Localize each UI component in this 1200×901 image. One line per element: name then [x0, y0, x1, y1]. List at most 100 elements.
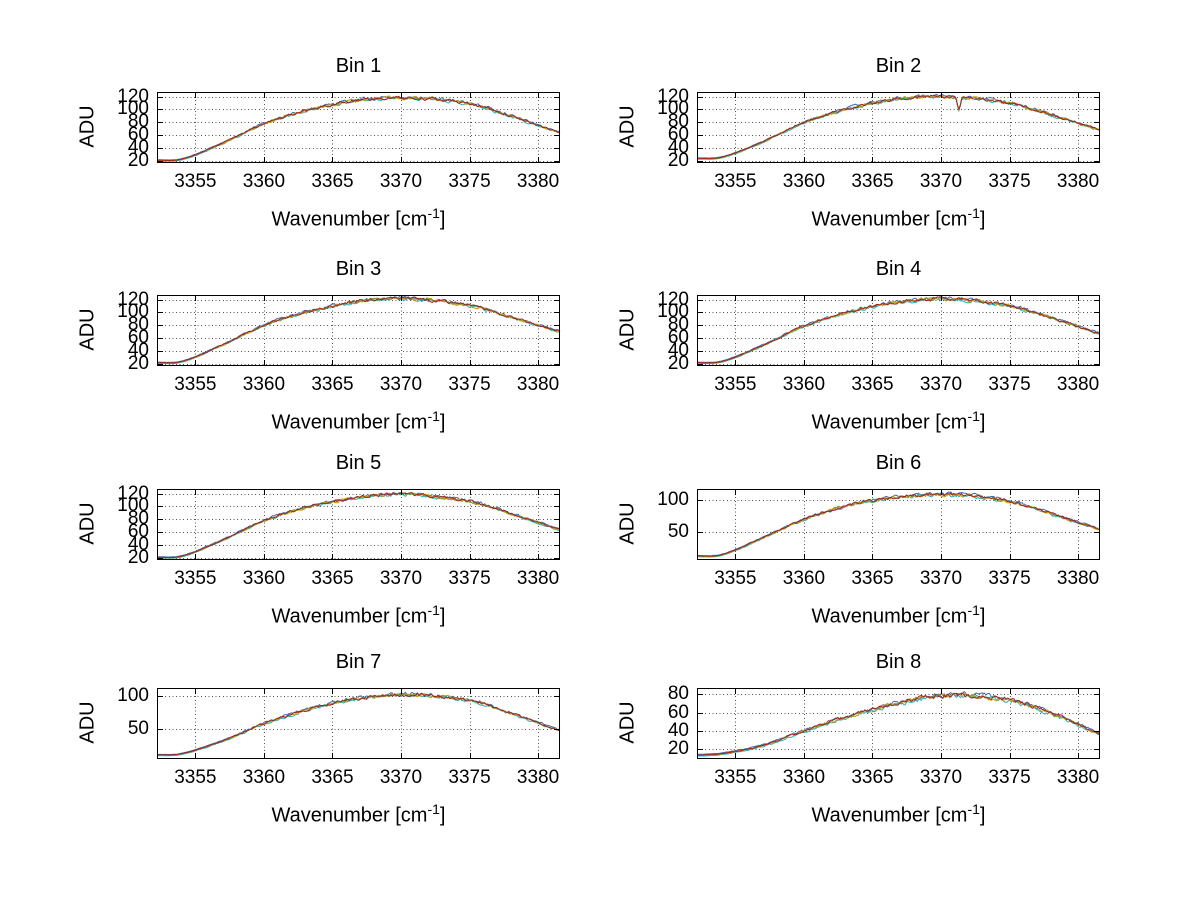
grid-lines: [158, 93, 559, 162]
x-axis-label: Wavenumber [cm-1]: [157, 801, 560, 828]
axis-frame: [157, 92, 560, 163]
spectrum-darkred: [157, 692, 561, 756]
x-axis-label-exponent: -1: [427, 408, 440, 424]
y-tick-label: 100: [117, 495, 149, 517]
grid-lines: [158, 296, 559, 365]
spectrum-cyan: [157, 96, 561, 162]
x-tick-label: 3355: [174, 171, 217, 192]
x-tick-label: 3380: [516, 568, 560, 589]
x-tick-label: 3375: [988, 171, 1031, 192]
y-tick-label: 80: [127, 314, 149, 336]
axis-box: [697, 92, 1100, 163]
x-tick-label: 3380: [1056, 568, 1100, 589]
x-tick-label: 3370: [919, 767, 963, 788]
y-tick-label: 50: [127, 717, 149, 739]
y-tick-label: 20: [127, 353, 149, 375]
x-axis-label-text: Wavenumber [cm: [271, 605, 428, 628]
axis-frame: [157, 489, 560, 560]
spectrum-cyan: [157, 296, 561, 365]
y-tick-label: 40: [127, 340, 149, 362]
spectrum-olive: [157, 692, 561, 756]
x-tick-label: 3370: [379, 767, 423, 788]
subplot-title: Bin 7: [335, 651, 382, 673]
x-tick-label: 3360: [782, 767, 826, 788]
x-axis-label-bracket: ]: [979, 411, 986, 434]
axis-frame: [697, 295, 1100, 366]
axis-frame: [697, 92, 1100, 163]
x-axis-label: Wavenumber [cm-1]: [697, 408, 1100, 435]
y-tick-label: 80: [127, 111, 149, 133]
spectrum-olive: [697, 296, 1101, 364]
y-tick-label: 40: [667, 340, 689, 362]
plot-area: [156, 294, 561, 366]
spectrum-olive: [156, 95, 561, 162]
x-tick-label: 3360: [242, 568, 286, 589]
spectrum-darkred: [156, 95, 561, 161]
spectrum-darkred: [696, 692, 1101, 756]
y-tick-label: 40: [667, 719, 689, 741]
x-tick-label: 3355: [714, 767, 757, 788]
x-axis-label-bracket: ]: [439, 605, 446, 628]
x-axis-label-exponent: -1: [427, 801, 440, 817]
x-tick-label: 3365: [311, 568, 354, 589]
x-axis-label-text: Wavenumber [cm: [811, 605, 968, 628]
plot-area: [696, 92, 1101, 163]
y-tick-label: 120: [117, 482, 149, 504]
spectrum-darkred: [157, 492, 561, 559]
y-tick-label: 40: [127, 534, 149, 556]
plot-area: [156, 92, 561, 163]
x-axis-label-bracket: ]: [979, 605, 986, 628]
y-tick-label: 120: [657, 288, 689, 310]
y-tick-label: 80: [667, 314, 689, 336]
spectrum-olive: [697, 492, 1101, 557]
subplot-title: Bin 5: [335, 452, 382, 474]
x-axis-label: Wavenumber [cm-1]: [157, 602, 560, 629]
x-tick-label: 3370: [379, 374, 423, 395]
spectrum-blue: [697, 296, 1101, 363]
x-tick-label: 3380: [1056, 374, 1100, 395]
x-axis-label-text: Wavenumber [cm: [271, 208, 428, 231]
spectrum-olive: [697, 94, 1101, 160]
axis-frame: [697, 489, 1100, 560]
y-tick-label: 80: [127, 508, 149, 530]
spectrum-blue: [696, 691, 1101, 755]
x-tick-label: 3365: [311, 171, 354, 192]
x-tick-label: 3355: [714, 374, 757, 395]
y-tick-label: 120: [117, 288, 149, 310]
x-axis-label-bracket: ]: [979, 208, 986, 231]
y-tick-label: 20: [127, 547, 149, 569]
x-axis-label-bracket: ]: [439, 208, 446, 231]
y-tick-label: 60: [127, 327, 149, 349]
x-tick-label: 3355: [714, 568, 757, 589]
y-tick-label: 100: [117, 98, 149, 120]
x-tick-label: 3375: [448, 374, 491, 395]
x-tick-label: 3375: [448, 568, 491, 589]
spectrum-blue: [156, 691, 561, 756]
y-tick-label: 60: [127, 124, 149, 146]
x-axis-label-exponent: -1: [427, 602, 440, 618]
spectrum-blue: [157, 96, 561, 161]
y-tick-label: 60: [667, 327, 689, 349]
x-tick-label: 3370: [379, 568, 423, 589]
subplot-title: Bin 2: [875, 55, 922, 77]
y-tick-label: 100: [657, 301, 689, 323]
x-tick-label: 3355: [174, 767, 217, 788]
axis-frame: [157, 295, 560, 366]
x-axis-label: Wavenumber [cm-1]: [697, 801, 1100, 828]
plot-area: [697, 489, 1101, 560]
x-axis-label-text: Wavenumber [cm: [271, 411, 428, 434]
x-axis-label-exponent: -1: [967, 602, 980, 618]
plot-area: [156, 489, 561, 560]
subplot-title: Bin 8: [875, 651, 922, 673]
axis-box: [697, 295, 1100, 366]
y-tick-label: 120: [657, 85, 689, 107]
y-tick-label: 80: [667, 111, 689, 133]
x-axis-label: Wavenumber [cm-1]: [157, 205, 560, 232]
axis-box: [157, 688, 560, 759]
x-axis-label-exponent: -1: [967, 801, 980, 817]
spectrum-cyan: [156, 492, 561, 559]
spectrum-darkred: [696, 94, 1101, 160]
x-tick-label: 3360: [782, 568, 826, 589]
subplot-title: Bin 6: [875, 452, 922, 474]
